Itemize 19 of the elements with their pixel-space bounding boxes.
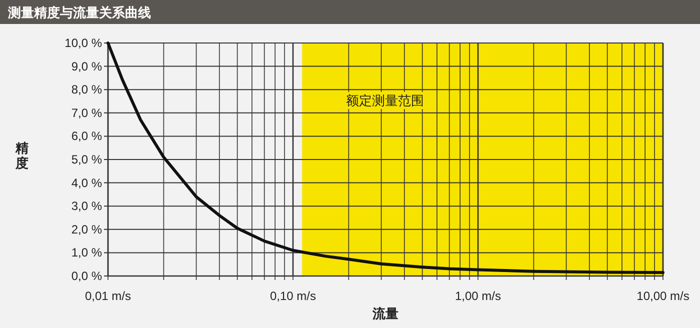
y-tick-label: 5,0 % [71,152,102,166]
x-tick-label: 10,00 m/s [636,289,690,303]
y-tick-label: 2,0 % [71,222,102,236]
x-axis-title: 流量 [372,306,398,321]
band-label: 额定测量范围 [346,93,424,108]
y-axis-title: 精度 [14,140,28,170]
x-tick-label: 0,01 m/s [84,289,132,303]
y-tick-label: 4,0 % [71,176,102,190]
x-tick-label: 1,00 m/s [454,289,502,303]
y-tick-label: 1,0 % [71,246,102,260]
y-tick-label: 10,0 % [64,36,102,50]
y-tick-label: 3,0 % [71,199,102,214]
y-tick-label: 0,0 % [71,269,102,283]
y-tick-label: 8,0 % [71,82,102,97]
y-tick-label: 7,0 % [71,106,102,120]
x-tick-label: 0,10 m/s [270,289,316,303]
y-tick-label: 6,0 % [71,129,102,144]
chart-title: 测量精度与流量关系曲线 [7,5,151,20]
y-tick-label: 9,0 % [71,59,102,74]
